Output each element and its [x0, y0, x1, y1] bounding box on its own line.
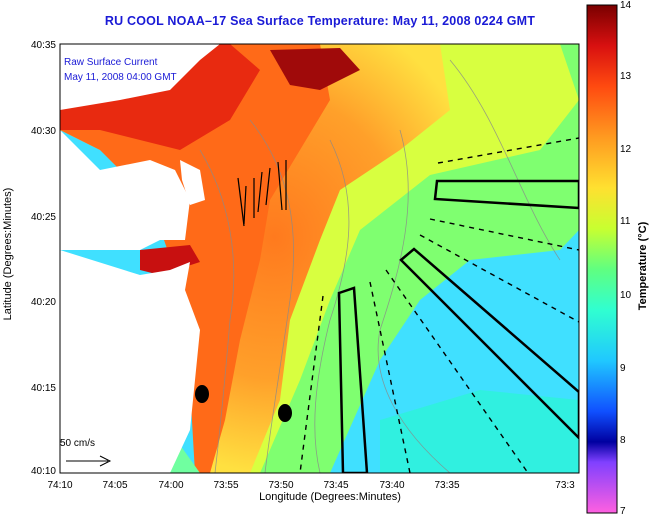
x-tick: 74:00 [158, 480, 184, 491]
colorbar-tick: 10 [620, 290, 632, 301]
x-tick: 74:05 [102, 480, 128, 491]
colorbar-title: Temperature (°C) [637, 221, 649, 311]
y-tick: 40:15 [30, 383, 56, 394]
y-tick: 40:20 [30, 297, 56, 308]
map-title: RU COOL NOAA–17 Sea Surface Temperature:… [104, 14, 536, 28]
colorbar-tick: 13 [620, 71, 632, 82]
y-tick: 40:35 [30, 40, 56, 51]
colorbar [586, 4, 618, 514]
legend-line-2: May 11, 2008 04:00 GMT [64, 72, 177, 83]
x-tick: 73:45 [323, 480, 349, 491]
colorbar-tick: 8 [620, 435, 626, 446]
x-tick: 74:10 [47, 480, 73, 491]
x-tick: 73:35 [434, 480, 460, 491]
y-tick: 40:30 [30, 126, 56, 137]
colorbar-tick: 12 [620, 144, 632, 155]
colorbar-tick: 7 [620, 506, 626, 517]
legend-line-1: Raw Surface Current [64, 57, 158, 68]
x-tick: 73:3 [555, 480, 575, 491]
reference-vector-label: 50 cm/s [60, 438, 96, 449]
y-tick: 40:25 [30, 212, 56, 223]
x-tick: 73:40 [379, 480, 405, 491]
x-axis-title: Longitude (Degrees:Minutes) [259, 491, 401, 503]
colorbar-tick: 14 [620, 0, 632, 11]
y-axis-title: Latitude (Degrees:Minutes) [2, 187, 14, 321]
x-tick: 73:55 [213, 480, 239, 491]
y-tick: 40:10 [30, 466, 56, 477]
colorbar-tick: 9 [620, 363, 626, 374]
colorbar-tick: 11 [620, 216, 631, 227]
x-tick: 73:50 [268, 480, 294, 491]
